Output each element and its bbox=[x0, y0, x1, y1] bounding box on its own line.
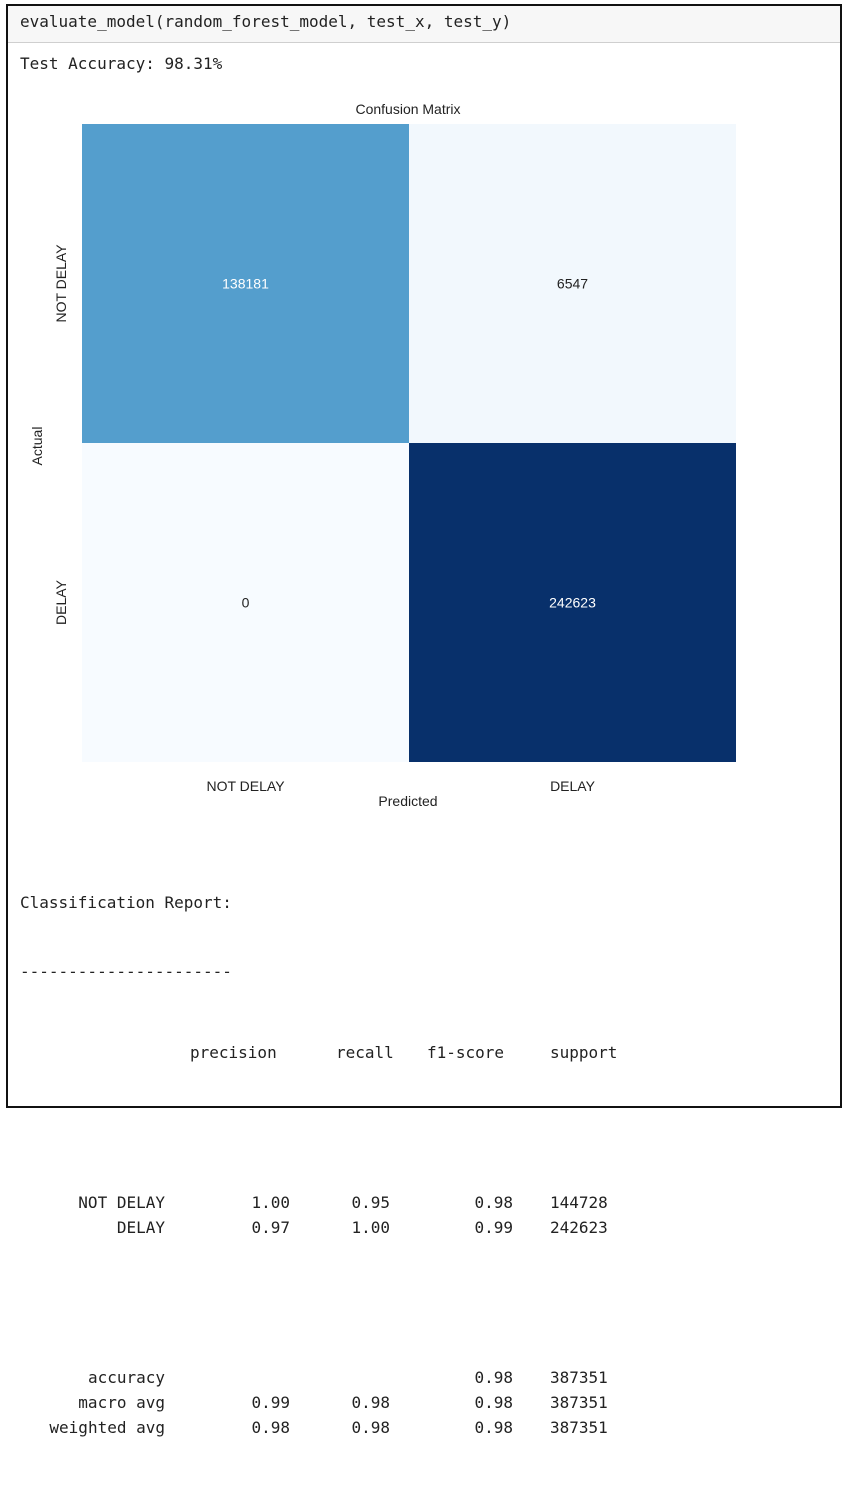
chart-title: Confusion Matrix bbox=[355, 101, 460, 117]
report-title: Classification Report: bbox=[20, 893, 232, 912]
y-axis-label: Actual bbox=[29, 427, 45, 466]
table-row: macro avg 0.99 0.98 0.98 387351 bbox=[20, 1390, 608, 1415]
report-divider: ---------------------- bbox=[20, 962, 232, 981]
code-source[interactable]: evaluate_model(random_forest_model, test… bbox=[20, 12, 512, 31]
cell-value-label: 6547 bbox=[557, 276, 588, 292]
y-tick-label: NOT DELAY bbox=[53, 244, 69, 323]
heatmap-labels: 138181 6547 0 242623 NOT DELAY DELAY NOT DELAY… bbox=[53, 244, 596, 794]
y-tick-label: DELAY bbox=[53, 579, 69, 625]
x-axis-label: Predicted bbox=[378, 793, 437, 809]
heatmap-cell bbox=[82, 124, 409, 443]
header-precision: precision bbox=[190, 1043, 277, 1062]
report-divider-row: ---------------------- bbox=[20, 962, 232, 990]
report-spacer bbox=[20, 1290, 78, 1315]
report-spacer bbox=[20, 1115, 78, 1140]
cell-value-label: 138181 bbox=[222, 276, 269, 292]
report-cell-f1: 0.99 bbox=[474, 1218, 513, 1237]
report-cell-support: 144728 bbox=[550, 1193, 608, 1212]
confusion-matrix-heatmap: Confusion Matrix 138181 6547 0 242623 NOT DE… bbox=[29, 101, 736, 809]
heatmap-cells bbox=[82, 124, 736, 762]
table-row: DELAY 0.97 1.00 0.99 242623 bbox=[20, 1215, 608, 1240]
heatmap-cell bbox=[409, 124, 736, 443]
x-tick-label: NOT DELAY bbox=[206, 778, 285, 794]
report-title-row: Classification Report: bbox=[20, 890, 232, 915]
code-cell[interactable]: evaluate_model(random_forest_model, test… bbox=[8, 6, 840, 43]
report-cell-support: 387351 bbox=[550, 1368, 608, 1387]
report-cell-support: 387351 bbox=[550, 1393, 608, 1412]
cell-value-label: 0 bbox=[242, 595, 250, 611]
report-class-rows: NOT DELAY 1.00 0.95 0.98 144728 DELAY 0.97 1.00… bbox=[20, 1190, 608, 1240]
notebook-cell: evaluate_model(random_forest_model, test… bbox=[6, 4, 842, 1437]
report-cell-support: 242623 bbox=[550, 1218, 608, 1237]
table-row: accuracy 0.98 387351 bbox=[20, 1365, 608, 1390]
header-recall: recall bbox=[336, 1043, 394, 1062]
report-cell-support: 387351 bbox=[550, 1418, 608, 1437]
report-cell-f1: 0.98 bbox=[474, 1368, 513, 1387]
report-header-row: precision recall f1-score support bbox=[20, 1040, 617, 1065]
table-row: NOT DELAY 1.00 0.95 0.98 144728 bbox=[20, 1190, 608, 1215]
header-f1-score: f1-score bbox=[427, 1043, 505, 1062]
x-tick-label: DELAY bbox=[550, 778, 596, 794]
report-cell-f1: 0.98 bbox=[474, 1418, 513, 1437]
header-support: support bbox=[550, 1043, 618, 1062]
table-row: weighted avg 0.98 0.98 0.98 387351 bbox=[20, 1415, 607, 1440]
report-cell-f1: 0.98 bbox=[474, 1193, 513, 1212]
report-cell-f1: 0.98 bbox=[474, 1393, 513, 1412]
heatmap-cell bbox=[409, 443, 736, 762]
accuracy-output: Test Accuracy: 98.31% bbox=[20, 54, 223, 73]
cell-value-label: 242623 bbox=[549, 595, 596, 611]
heatmap-cell bbox=[82, 443, 409, 762]
classification-report: Classification Report: -----------------… bbox=[20, 840, 617, 1490]
report-summary-rows: accuracy 0.98 387351 macro avg 0.99 0.98 0.98 3… bbox=[20, 1365, 608, 1440]
